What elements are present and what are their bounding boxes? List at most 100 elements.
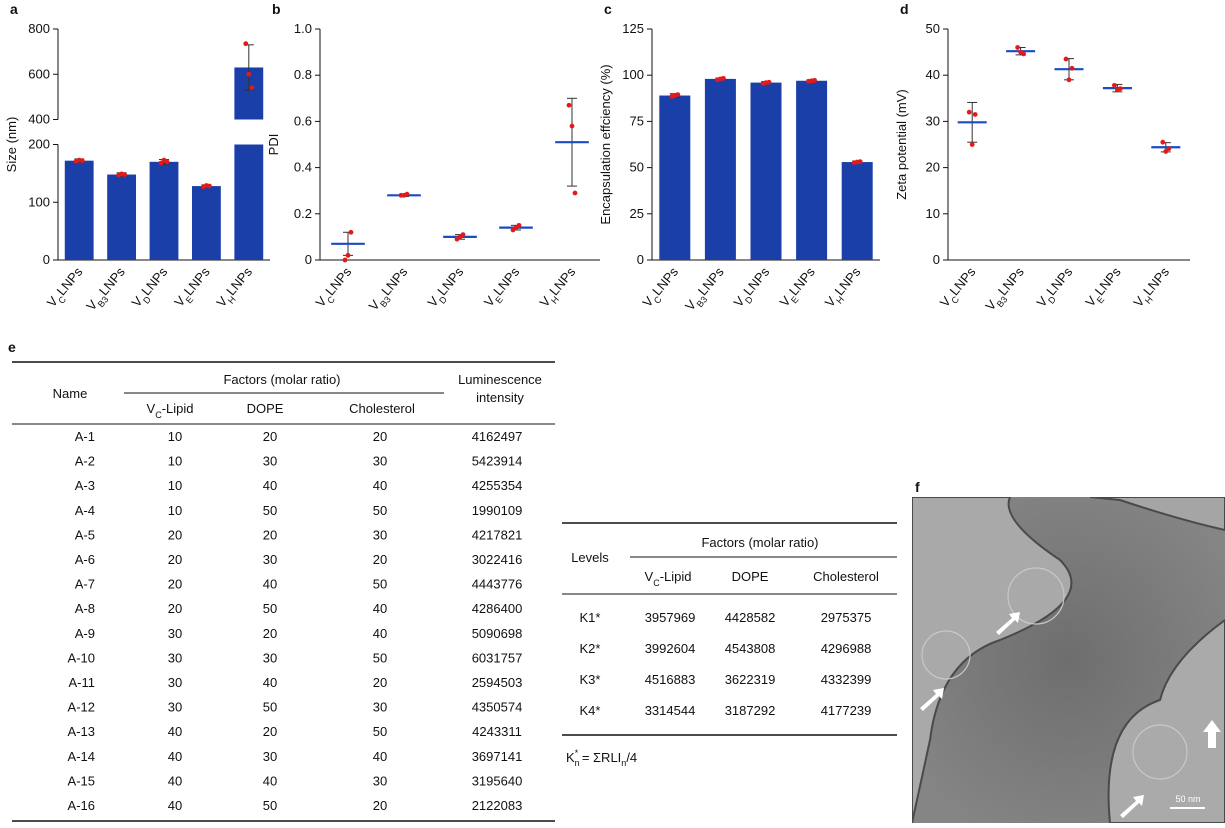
x-tick-label: VHLNPs xyxy=(213,264,258,313)
data-point xyxy=(1067,77,1072,82)
table-cell: 3187292 xyxy=(725,703,776,718)
table-cell: 30 xyxy=(168,650,182,665)
footnote: Kn* = ΣRLIn/4 xyxy=(566,748,637,768)
table-cell: 30 xyxy=(168,626,182,641)
y-tick-label: 100 xyxy=(622,67,644,82)
footnote-part: /4 xyxy=(626,750,637,765)
table-cell: 20 xyxy=(373,675,387,690)
table-cell: 50 xyxy=(263,700,277,715)
data-point xyxy=(1064,57,1069,62)
x-tick-label: VCLNPs xyxy=(937,264,982,313)
table-cell: 50 xyxy=(373,650,387,665)
table-cell: 40 xyxy=(373,478,387,493)
table-cell: 20 xyxy=(168,527,182,542)
table-cell: A-3 xyxy=(75,478,95,493)
table-cell: 20 xyxy=(263,527,277,542)
x-tick-label: VDLNPs xyxy=(129,264,174,313)
table-cell: 40 xyxy=(263,675,277,690)
y-tick-label: 30 xyxy=(926,113,940,128)
y-tick-label: 125 xyxy=(622,21,644,36)
bar xyxy=(842,162,873,260)
column-header: Cholesterol xyxy=(349,401,415,416)
data-point xyxy=(461,232,466,237)
panel-label: e xyxy=(8,339,16,355)
x-tick-label: VB3LNPs xyxy=(83,264,131,316)
table-cell: 4428582 xyxy=(725,610,776,625)
data-point xyxy=(243,41,248,46)
y-tick-label: 1.0 xyxy=(294,21,312,36)
table-cell: A-10 xyxy=(68,650,95,665)
data-point xyxy=(1160,140,1165,145)
x-tick-label: VELNPs xyxy=(481,264,526,312)
label-suffix: LNPs xyxy=(1092,264,1124,298)
table-cell: 4332399 xyxy=(821,672,872,687)
table-cell: K3* xyxy=(580,672,601,687)
table-cell: 20 xyxy=(263,626,277,641)
label-suffix: LNPs xyxy=(223,264,255,298)
table-cell: A-6 xyxy=(75,552,95,567)
bar xyxy=(150,162,179,260)
table-cell: 40 xyxy=(168,773,182,788)
data-point xyxy=(517,223,522,228)
table-cell: A-15 xyxy=(68,773,95,788)
y-tick-label: 0 xyxy=(933,252,940,267)
table-cell: 10 xyxy=(168,454,182,469)
table-cell: 3622319 xyxy=(725,672,776,687)
data-point xyxy=(721,76,726,81)
table-cell: 30 xyxy=(373,527,387,542)
x-tick-label: VELNPs xyxy=(777,264,822,312)
y-tick-label: 20 xyxy=(926,160,940,175)
label-suffix: LNPs xyxy=(1043,264,1075,298)
y-tick-label: 10 xyxy=(926,206,940,221)
table-cell: 2594503 xyxy=(472,675,523,690)
table-cell: 10 xyxy=(168,429,182,444)
table-cell: A-9 xyxy=(75,626,95,641)
data-point xyxy=(812,78,817,83)
x-tick-label: VCLNPs xyxy=(44,264,89,313)
label-suffix: LNPs xyxy=(54,264,86,298)
column-header: Factors (molar ratio) xyxy=(701,535,818,550)
table-cell: 4443776 xyxy=(472,577,523,592)
y-tick-label: 0.6 xyxy=(294,113,312,128)
table-cell: 20 xyxy=(373,429,387,444)
bar xyxy=(234,145,263,261)
footnote-part: K xyxy=(566,750,575,765)
label-suffix: LNPs xyxy=(490,264,522,298)
table-cell: A-13 xyxy=(68,724,95,739)
label-suffix: LNPs xyxy=(695,264,727,298)
table-cell: 20 xyxy=(168,577,182,592)
panel-label: f xyxy=(915,479,920,495)
y-tick-label: 75 xyxy=(630,113,644,128)
table-cell: 4217821 xyxy=(472,527,523,542)
table-cell: 4177239 xyxy=(821,703,872,718)
x-tick-label: VB3LNPs xyxy=(366,264,414,316)
bar xyxy=(659,96,690,260)
data-point xyxy=(573,191,578,196)
label-suffix: LNPs xyxy=(649,264,681,298)
label-suffix: LNPs xyxy=(378,264,410,298)
table-cell: A-4 xyxy=(75,503,95,518)
table-cell: 20 xyxy=(373,798,387,813)
table-cell: 40 xyxy=(263,773,277,788)
table-cell: 4162497 xyxy=(472,429,523,444)
table-cell: 50 xyxy=(263,503,277,518)
data-point xyxy=(405,192,410,197)
table-cell: 50 xyxy=(373,724,387,739)
table-cell: 4255354 xyxy=(472,478,523,493)
label-base: V xyxy=(147,401,156,416)
table-cell: 30 xyxy=(168,700,182,715)
table-cell: K1* xyxy=(580,610,601,625)
table-cell: A-14 xyxy=(68,749,95,764)
label-suffix: LNPs xyxy=(740,264,772,298)
table-cell: 3022416 xyxy=(472,552,523,567)
data-point xyxy=(570,124,575,129)
data-point xyxy=(343,258,348,263)
y-tick-label: 50 xyxy=(926,21,940,36)
table-cell: 10 xyxy=(168,478,182,493)
label-suffix: -Lipid xyxy=(660,569,692,584)
table-cell: 10 xyxy=(168,503,182,518)
label-suffix: LNPs xyxy=(947,264,979,298)
table-cell: 4296988 xyxy=(821,641,872,656)
data-point xyxy=(858,159,863,164)
table-cell: 50 xyxy=(263,798,277,813)
